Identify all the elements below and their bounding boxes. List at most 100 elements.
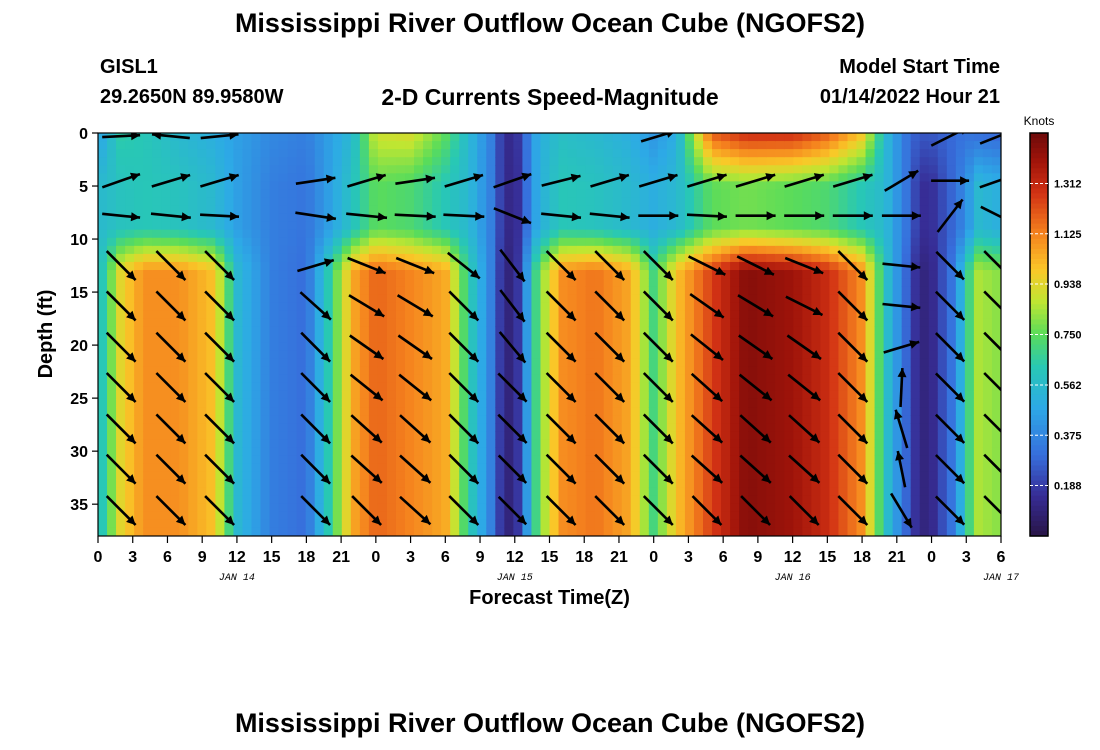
heatmap-cell	[693, 471, 704, 481]
heatmap-cell	[946, 133, 957, 142]
heatmap-cell	[450, 471, 460, 481]
heatmap-cell	[450, 390, 460, 400]
heatmap-cell	[621, 189, 632, 199]
heatmap-cell	[504, 286, 514, 295]
heatmap-cell	[982, 302, 993, 311]
heatmap-cell	[414, 350, 424, 360]
heatmap-cell	[928, 390, 939, 400]
heatmap-cell	[594, 213, 605, 223]
heatmap-cell	[928, 213, 939, 223]
heatmap-cell	[576, 439, 587, 448]
heatmap-cell	[919, 455, 930, 465]
heatmap-cell	[910, 229, 921, 239]
heatmap-cell	[874, 141, 885, 150]
heatmap-cell	[865, 270, 876, 279]
heatmap-cell	[414, 189, 424, 199]
heatmap-cell	[856, 318, 867, 328]
heatmap-cell	[757, 318, 767, 328]
heatmap-cell	[865, 398, 876, 408]
heatmap-cell	[883, 479, 894, 489]
heatmap-cell	[684, 487, 695, 497]
heatmap-cell	[847, 173, 858, 182]
heatmap-cell	[251, 374, 262, 384]
heatmap-cell	[251, 455, 262, 465]
heatmap-cell	[414, 278, 424, 287]
heatmap-cell	[901, 181, 912, 191]
heatmap-cell	[784, 326, 794, 336]
heatmap-cell	[612, 495, 623, 505]
heatmap-cell	[784, 141, 794, 150]
heatmap-cell	[341, 261, 352, 271]
heatmap-cell	[206, 439, 216, 448]
heatmap-cell	[703, 495, 713, 505]
heatmap-cell	[567, 261, 578, 271]
heatmap-cell	[847, 213, 858, 223]
heatmap-cell	[215, 503, 226, 513]
heatmap-cell	[639, 310, 650, 319]
heatmap-cell	[197, 455, 207, 465]
heatmap-cell	[350, 221, 361, 231]
heatmap-cell	[973, 439, 984, 448]
heatmap-cell	[359, 181, 370, 191]
heatmap-cell	[116, 519, 126, 529]
heatmap-cell	[928, 278, 939, 287]
heatmap-cell	[296, 294, 307, 303]
heatmap-cell	[748, 326, 758, 336]
heatmap-cell	[982, 366, 993, 376]
heatmap-cell	[666, 350, 677, 360]
heatmap-cell	[287, 447, 298, 456]
heatmap-cell	[522, 189, 533, 199]
heatmap-cell	[260, 173, 271, 182]
heatmap-cell	[359, 439, 370, 448]
heatmap-cell	[910, 149, 921, 158]
heatmap-cell	[838, 149, 849, 158]
heatmap-cell	[296, 366, 307, 376]
heatmap-cell	[721, 495, 731, 505]
heatmap-cell	[179, 382, 189, 392]
heatmap-cell	[242, 165, 253, 174]
heatmap-cell	[107, 511, 117, 521]
heatmap-cell	[928, 165, 939, 174]
heatmap-cell	[585, 205, 596, 215]
heatmap-cell	[748, 165, 758, 174]
heatmap-cell	[585, 197, 596, 207]
heatmap-cell	[937, 165, 948, 174]
heatmap-cell	[495, 133, 505, 142]
heatmap-cell	[468, 511, 478, 521]
heatmap-cell	[531, 342, 542, 352]
heatmap-cell	[892, 366, 903, 376]
heatmap-cell	[495, 197, 505, 207]
heatmap-cell	[838, 310, 849, 319]
heatmap-cell	[242, 221, 253, 231]
heatmap-cell	[793, 253, 803, 263]
heatmap-cell	[648, 326, 659, 336]
heatmap-cell	[107, 423, 117, 432]
heatmap-cell	[134, 270, 144, 279]
heatmap-cell	[991, 165, 1001, 174]
heatmap-cell	[405, 431, 415, 440]
heatmap-cell	[919, 133, 930, 142]
heatmap-cell	[973, 229, 984, 239]
heatmap-cell	[450, 519, 460, 529]
heatmap-cell	[386, 229, 397, 239]
heatmap-cell	[531, 527, 542, 536]
heatmap-cell	[386, 415, 397, 424]
heatmap-cell	[152, 229, 162, 239]
speed-heatmap	[98, 133, 1001, 536]
heatmap-cell	[928, 157, 939, 166]
heatmap-cell	[757, 326, 767, 336]
heatmap-cell	[269, 415, 280, 424]
heatmap-cell	[955, 519, 966, 529]
heatmap-cell	[414, 294, 424, 303]
heatmap-cell	[648, 527, 659, 536]
heatmap-cell	[116, 511, 126, 521]
heatmap-cell	[648, 245, 659, 255]
heatmap-cell	[784, 149, 794, 158]
heatmap-cell	[468, 165, 478, 174]
heatmap-cell	[287, 334, 298, 344]
heatmap-cell	[991, 318, 1001, 328]
heatmap-cell	[359, 237, 370, 247]
heatmap-cell	[567, 181, 578, 191]
heatmap-cell	[639, 398, 650, 408]
heatmap-cell	[549, 519, 560, 529]
